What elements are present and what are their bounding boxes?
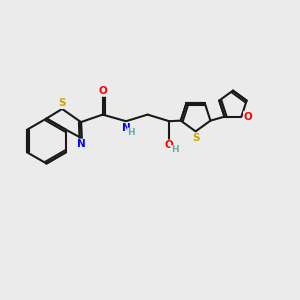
Text: O: O bbox=[244, 112, 252, 122]
Text: N: N bbox=[76, 139, 85, 149]
Text: H: H bbox=[128, 128, 135, 137]
Text: H: H bbox=[171, 146, 178, 154]
Text: S: S bbox=[58, 98, 66, 109]
Text: S: S bbox=[192, 133, 199, 143]
Text: O: O bbox=[165, 140, 174, 150]
Text: O: O bbox=[98, 86, 107, 96]
Text: N: N bbox=[122, 123, 130, 133]
